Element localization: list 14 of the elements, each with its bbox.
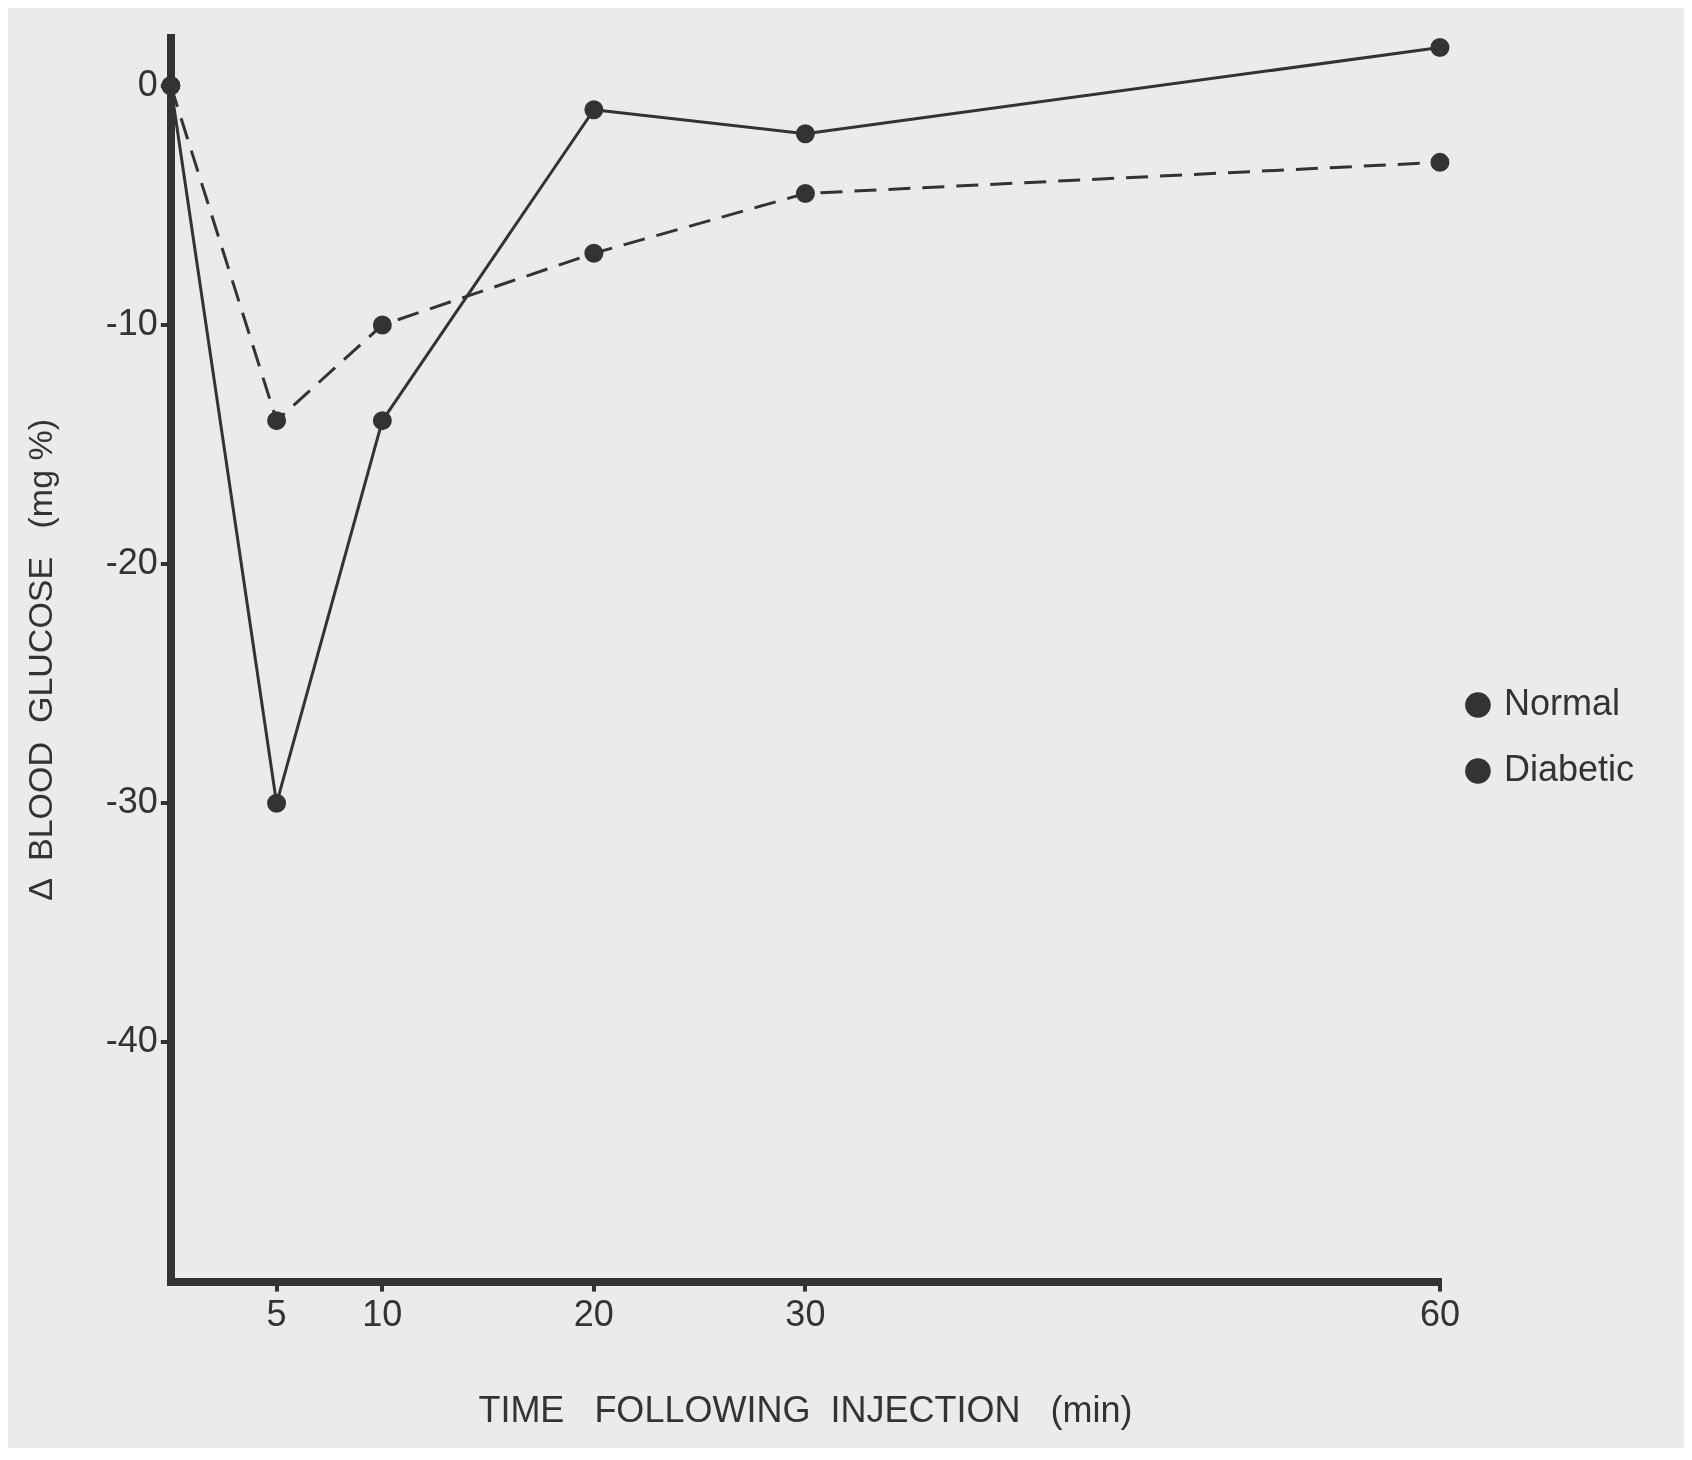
y-tick-label: -30 [105,780,158,822]
y-tick-label: -10 [105,301,158,343]
legend-label: Normal [1503,681,1620,723]
x-tick-label: 60 [1419,1293,1460,1335]
x-tick-label: 5 [266,1293,287,1335]
y-tick-label: -20 [105,541,158,583]
x-tick-label: 20 [573,1293,614,1335]
y-axis-title: Δ BLOOD GLUCOSE (mg %) [20,418,59,901]
x-tick-label: 10 [362,1293,403,1335]
x-axis-title: TIME FOLLOWING INJECTION (min) [478,1389,1133,1431]
y-tick-label: -40 [105,1019,158,1061]
x-tick-label: 30 [785,1293,826,1335]
legend-label: Diabetic [1503,747,1634,789]
y-tick-label: 0 [137,62,158,104]
